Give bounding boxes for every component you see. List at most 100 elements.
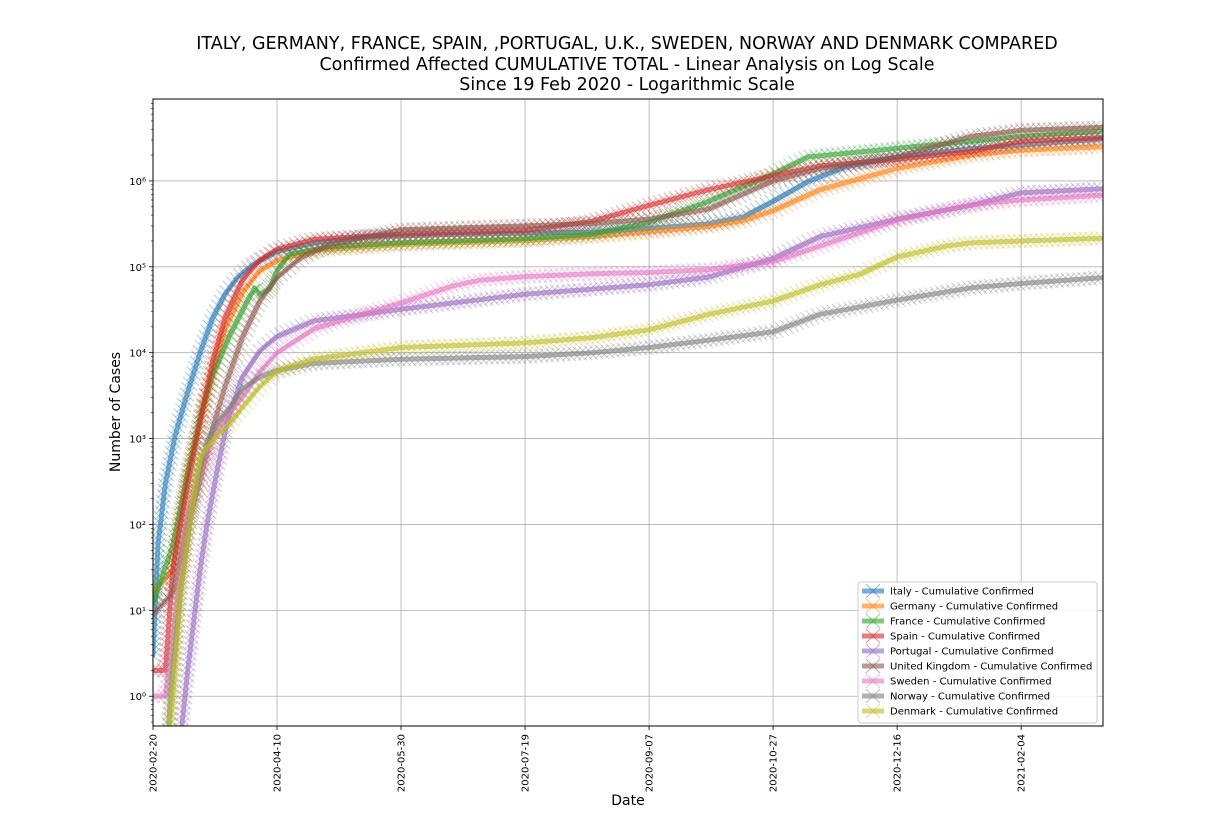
data-point-marker xyxy=(510,269,526,285)
data-point-marker xyxy=(172,591,188,607)
data-point-marker xyxy=(346,232,362,248)
data-point-marker xyxy=(683,220,698,236)
data-point-marker xyxy=(153,543,165,559)
data-point-marker xyxy=(165,690,181,705)
data-point-marker xyxy=(230,282,246,298)
data-point-marker xyxy=(815,237,830,253)
data-point-marker xyxy=(250,297,266,313)
data-point-marker xyxy=(178,547,194,563)
data-point-marker xyxy=(539,285,554,300)
data-point-marker xyxy=(968,235,984,251)
data-point-marker xyxy=(886,150,901,165)
data-point-marker xyxy=(1059,131,1075,147)
data-point-marker xyxy=(621,278,637,294)
data-point-marker xyxy=(304,232,319,248)
data-point-marker xyxy=(537,217,553,233)
data-point-marker xyxy=(1042,121,1058,137)
data-point-marker xyxy=(888,161,903,177)
data-point-marker xyxy=(262,257,278,272)
data-point-marker xyxy=(736,299,752,315)
data-point-marker xyxy=(831,158,847,173)
data-point-marker xyxy=(464,337,480,353)
data-point-marker xyxy=(200,376,216,392)
data-point-marker xyxy=(758,325,774,341)
data-point-marker xyxy=(153,602,165,618)
data-point-marker xyxy=(294,329,310,345)
data-point-marker xyxy=(482,232,497,248)
data-point-marker xyxy=(698,307,714,323)
data-point-marker xyxy=(686,271,702,287)
data-point-marker xyxy=(204,314,219,329)
data-point-marker xyxy=(473,350,489,365)
data-point-marker xyxy=(238,268,254,284)
data-point-marker xyxy=(763,294,778,309)
data-point-marker xyxy=(236,327,251,343)
data-point-marker xyxy=(377,236,393,252)
data-point-marker xyxy=(192,414,208,429)
data-point-marker xyxy=(665,274,680,290)
data-point-marker xyxy=(990,194,1006,210)
data-point-marker xyxy=(213,424,229,439)
data-point-marker xyxy=(361,305,377,320)
data-point-marker xyxy=(1029,191,1045,207)
data-point-marker xyxy=(632,340,648,356)
data-point-marker xyxy=(181,468,197,483)
data-point-marker xyxy=(623,324,639,340)
data-point-marker xyxy=(166,679,181,694)
data-point-marker xyxy=(1007,193,1023,208)
data-point-marker xyxy=(877,216,893,232)
data-point-marker xyxy=(979,195,995,211)
data-point-marker xyxy=(1001,234,1017,249)
data-point-marker xyxy=(794,283,810,299)
data-point-marker xyxy=(672,314,687,330)
data-point-marker xyxy=(269,270,284,286)
data-point-marker xyxy=(466,220,482,235)
data-point-marker xyxy=(213,294,229,310)
data-point-marker xyxy=(200,510,216,525)
data-point-marker xyxy=(396,351,412,367)
x-axis-label: Date xyxy=(611,793,644,809)
data-point-marker xyxy=(221,302,237,318)
x-tick-label: 2020-09-07 xyxy=(645,734,656,792)
data-point-marker xyxy=(183,635,199,651)
legend-item: Norway - Cumulative Confirmed xyxy=(862,688,1050,704)
data-point-marker xyxy=(460,233,475,249)
data-point-marker xyxy=(632,278,648,293)
data-point-marker xyxy=(1050,232,1066,248)
data-point-marker xyxy=(209,428,225,443)
data-point-marker xyxy=(699,219,715,234)
data-point-marker xyxy=(570,266,586,282)
data-point-marker xyxy=(236,380,252,395)
data-point-marker xyxy=(778,289,794,304)
data-point-marker xyxy=(1089,231,1103,246)
data-point-marker xyxy=(268,267,283,282)
data-point-marker xyxy=(846,227,862,243)
data-point-marker xyxy=(698,333,714,348)
data-point-marker xyxy=(378,225,394,241)
data-point-marker xyxy=(934,147,949,163)
data-point-marker xyxy=(768,253,783,269)
data-point-marker xyxy=(493,219,509,234)
data-point-marker xyxy=(1024,142,1039,158)
data-point-marker xyxy=(169,629,185,645)
data-point-marker xyxy=(435,296,450,312)
data-point-marker xyxy=(971,128,986,143)
data-point-marker xyxy=(857,264,873,280)
data-point-marker xyxy=(382,341,398,357)
legend-label: Germany - Cumulative Confirmed xyxy=(890,602,1058,613)
data-point-marker xyxy=(245,260,261,275)
data-point-marker xyxy=(769,323,784,338)
data-point-marker xyxy=(816,228,832,244)
data-point-marker xyxy=(746,256,762,272)
data-point-marker xyxy=(168,646,184,661)
data-point-marker xyxy=(350,308,366,324)
data-point-marker xyxy=(867,220,883,235)
data-point-marker xyxy=(1044,273,1059,289)
data-point-marker xyxy=(984,234,1000,250)
data-point-marker xyxy=(829,177,845,193)
data-point-marker xyxy=(601,327,617,343)
data-point-marker xyxy=(670,273,686,289)
series-line xyxy=(167,235,1103,726)
data-point-marker xyxy=(187,602,203,618)
data-point-marker xyxy=(896,291,912,307)
